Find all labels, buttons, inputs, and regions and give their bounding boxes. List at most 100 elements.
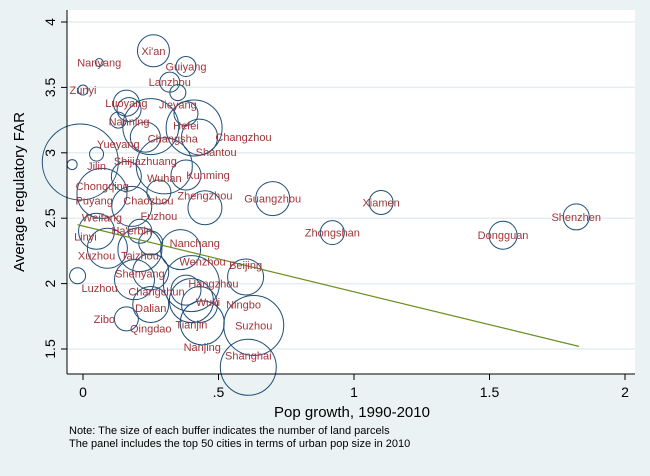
x-tick-label: 2 bbox=[621, 384, 629, 400]
bubble-label: Shijiazhuang bbox=[114, 156, 177, 168]
bubble-marker bbox=[488, 220, 518, 250]
bubble-label: Qingdao bbox=[130, 324, 172, 336]
bubble-marker bbox=[122, 98, 180, 156]
bubble-marker bbox=[113, 306, 139, 332]
bubble-label: Taizhou bbox=[121, 250, 159, 262]
bubble-label: Zunyi bbox=[70, 85, 97, 97]
bubble-marker bbox=[319, 220, 345, 246]
y-tick-label: 4 bbox=[42, 18, 58, 26]
bubble-label: Dongguan bbox=[478, 230, 529, 242]
bubble-label: Xuzhou bbox=[78, 250, 115, 262]
bubble-label: Chaozhou bbox=[123, 195, 173, 207]
bubble-label: Jilin bbox=[87, 161, 106, 173]
x-axis-title: Pop growth, 1990-2010 bbox=[274, 404, 430, 421]
x-tick-label: 0 bbox=[79, 384, 87, 400]
y-tick-label: 2 bbox=[42, 279, 58, 287]
bubble-label: Beijing bbox=[229, 260, 262, 272]
bubble-marker bbox=[117, 227, 163, 273]
bubble-label: Puyang bbox=[76, 196, 113, 208]
bubble-label: Changchun bbox=[128, 287, 184, 299]
bubble-label: Xi'an bbox=[141, 46, 165, 58]
bubble-marker bbox=[78, 212, 116, 250]
bubble-label: Shenyang bbox=[115, 269, 165, 281]
bubble-label: Weifang bbox=[82, 212, 122, 224]
bubble-label: Yueyang bbox=[97, 139, 140, 151]
bubble-label: Zhongshan bbox=[305, 228, 360, 240]
note-line-2: The panel includes the top 50 cities in … bbox=[69, 438, 410, 450]
bubble-marker bbox=[146, 179, 172, 205]
bubble-label: Nanyang bbox=[77, 58, 121, 70]
plot-area bbox=[67, 10, 635, 374]
bubble-marker bbox=[187, 190, 223, 226]
y-tick-label: 3.5 bbox=[42, 77, 58, 97]
bubble-marker bbox=[89, 146, 105, 162]
bubble-label: Wuhan bbox=[147, 173, 182, 185]
bubble-marker bbox=[113, 259, 155, 301]
bubble-label: Nanchang bbox=[170, 238, 220, 250]
bubble-label: Hangzhou bbox=[188, 279, 238, 291]
bubble-marker bbox=[169, 84, 187, 102]
bubble-label: Changsha bbox=[148, 134, 199, 146]
bubble-label: Wuxi bbox=[196, 297, 220, 309]
bubble-label: Hefei bbox=[173, 121, 199, 133]
bubble-marker bbox=[138, 230, 164, 256]
bubble-marker bbox=[162, 255, 220, 313]
bubble-label: Ningbo bbox=[226, 300, 261, 312]
y-tick-label: 2.5 bbox=[42, 208, 58, 228]
bubble-label: Shanghai bbox=[225, 350, 272, 362]
bubble-marker bbox=[170, 274, 202, 306]
bubble-label: Ha'erbin bbox=[111, 225, 152, 237]
bubble-marker bbox=[175, 55, 197, 77]
bubble-label: Guangzhou bbox=[244, 194, 301, 206]
bubble-label: Luzhou bbox=[82, 283, 118, 295]
bubble-marker bbox=[223, 294, 285, 356]
bubble-marker bbox=[76, 167, 128, 219]
y-tick-label: 3 bbox=[42, 149, 58, 157]
bubble-label: Changzhou bbox=[215, 132, 271, 144]
bubble-label: Shenzhen bbox=[551, 212, 601, 224]
bubble-label: Linyi bbox=[74, 231, 97, 243]
bubble-marker bbox=[165, 99, 223, 157]
bubble-label: Zibo bbox=[94, 314, 115, 326]
bubble-marker bbox=[69, 267, 87, 285]
bubble-marker bbox=[368, 190, 394, 216]
bubble-marker bbox=[132, 286, 170, 324]
bubble-marker bbox=[168, 278, 214, 324]
bubble-label: Jieyang bbox=[159, 100, 197, 112]
bubble-label: Lanzhou bbox=[149, 77, 191, 89]
bubble-marker bbox=[110, 160, 142, 192]
bubble-marker bbox=[86, 227, 128, 269]
bubble-marker bbox=[135, 137, 193, 195]
bubble-marker bbox=[160, 229, 202, 271]
bubble-label: Suzhou bbox=[235, 320, 272, 332]
bubble-label: Shantou bbox=[196, 147, 237, 159]
bubble-marker bbox=[132, 253, 170, 291]
bubble-marker bbox=[116, 97, 142, 123]
bubble-marker bbox=[170, 159, 202, 191]
bubble-marker bbox=[111, 185, 153, 227]
note-line-1: Note: The size of each buffer indicates … bbox=[69, 425, 390, 437]
bubble-label: Zhengzhou bbox=[177, 191, 232, 203]
bubble-marker bbox=[181, 286, 219, 324]
bubble-marker bbox=[109, 111, 127, 129]
x-tick-label: .5 bbox=[213, 384, 225, 400]
fitted-line bbox=[77, 224, 580, 347]
bubble-label: Tianjin bbox=[175, 320, 207, 332]
bubble-marker bbox=[255, 181, 291, 217]
bubble-label: Nanjing bbox=[184, 342, 221, 354]
bubble-label: Wenzhou bbox=[179, 257, 225, 269]
bubble-label: Chongqing bbox=[76, 181, 129, 193]
bubble-label: Dalian bbox=[135, 303, 166, 315]
bubble-marker bbox=[136, 34, 170, 68]
bubble-marker bbox=[227, 258, 265, 296]
bubble-label: Nanning bbox=[109, 117, 150, 129]
bubble-marker bbox=[41, 123, 119, 201]
bubble-marker bbox=[94, 58, 104, 68]
bubble-label: Luoyang bbox=[105, 98, 147, 110]
y-axis-title: Average regulatory FAR bbox=[11, 112, 28, 272]
bubble-marker bbox=[562, 203, 590, 231]
x-tick-label: 1.5 bbox=[480, 384, 500, 400]
bubble-marker bbox=[129, 121, 161, 153]
